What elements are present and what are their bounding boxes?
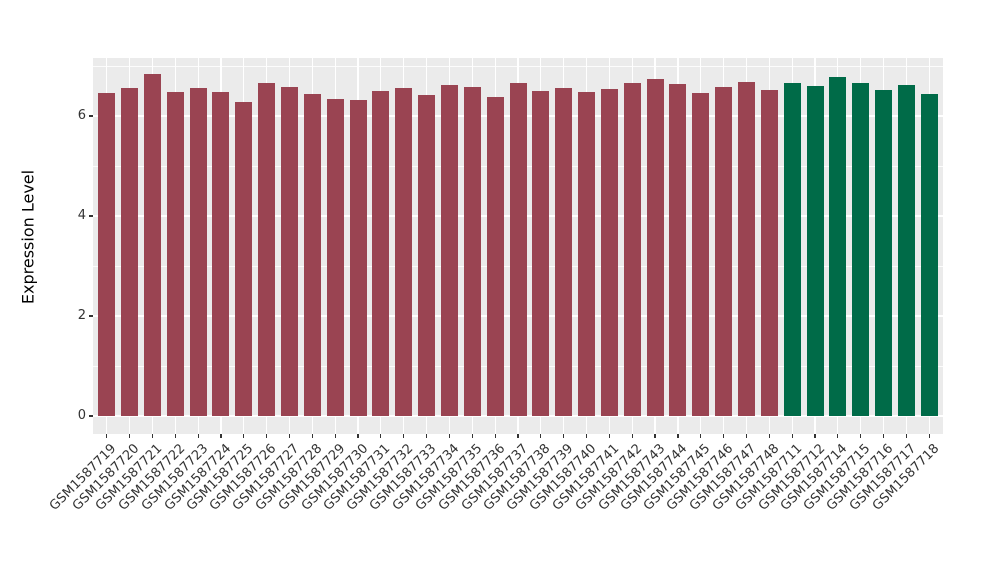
x-axis-tick [677, 434, 679, 438]
x-axis-tick [700, 434, 702, 438]
bar-GSM1587734 [440, 85, 458, 416]
bar-GSM1587715 [852, 83, 870, 416]
bar-GSM1587729 [326, 99, 344, 416]
plot-panel [93, 58, 943, 434]
x-axis-tick [197, 434, 199, 438]
bar-GSM1587718 [920, 94, 938, 416]
bar-GSM1587723 [189, 88, 207, 416]
bar-GSM1587733 [418, 95, 436, 416]
x-axis-tick [540, 434, 542, 438]
x-axis-tick [128, 434, 131, 438]
y-axis-tick [89, 215, 93, 217]
bar-GSM1587725 [235, 102, 253, 416]
bar-GSM1587731 [372, 91, 390, 416]
x-axis-tick [243, 434, 245, 438]
x-axis-tick [334, 434, 336, 438]
x-axis-tick [517, 434, 519, 438]
x-axis-tick [471, 434, 473, 438]
x-axis-tick [426, 434, 428, 438]
bar-GSM1587728 [303, 94, 321, 416]
bar-GSM1587717 [897, 85, 915, 416]
y-axis-tick [89, 415, 93, 417]
bar-GSM1587714 [829, 77, 847, 416]
x-axis-tick [905, 434, 908, 438]
y-axis-title: Expression Level [18, 169, 38, 305]
x-axis-tick [494, 434, 496, 438]
x-axis-tick [106, 434, 108, 438]
bar-GSM1587744 [669, 84, 687, 416]
x-axis-tick [860, 434, 862, 438]
x-axis-tick [654, 434, 656, 438]
bar-GSM1587748 [760, 90, 778, 416]
bar-GSM1587738 [532, 91, 550, 416]
x-axis-tick [723, 434, 725, 438]
y-tick-label: 6 [77, 108, 86, 123]
x-axis-tick [357, 434, 359, 438]
x-axis-tick [814, 434, 816, 438]
x-axis-tick [837, 434, 839, 438]
x-axis-tick [403, 434, 405, 438]
y-tick-label: 2 [77, 308, 86, 323]
bar-GSM1587720 [121, 88, 139, 416]
bar-GSM1587739 [555, 88, 573, 416]
bar-GSM1587740 [578, 92, 596, 416]
bar-GSM1587716 [875, 90, 893, 416]
x-axis-tick [151, 434, 153, 438]
x-axis-tick [608, 434, 610, 438]
bar-GSM1587737 [509, 83, 527, 416]
x-axis-tick [768, 434, 770, 438]
bar-GSM1587732 [395, 88, 413, 416]
x-axis-tick [745, 434, 748, 438]
bar-GSM1587735 [463, 87, 481, 416]
bar-GSM1587746 [715, 87, 733, 416]
x-axis-tick [266, 434, 268, 438]
x-axis-tick [220, 434, 222, 438]
x-axis-tick [791, 434, 793, 438]
y-tick-label: 0 [77, 408, 86, 423]
x-axis-tick [563, 434, 565, 438]
x-axis-tick [380, 434, 382, 438]
bar-GSM1587724 [212, 92, 230, 416]
bar-GSM1587730 [349, 99, 367, 416]
bar-GSM1587736 [486, 97, 504, 416]
x-axis-tick [882, 434, 885, 438]
bar-GSM1587742 [623, 82, 641, 416]
x-axis-tick [631, 434, 633, 438]
x-axis-tick [174, 434, 176, 438]
bar-GSM1587711 [783, 83, 801, 416]
bar-GSM1587743 [646, 79, 664, 416]
x-axis-tick [448, 434, 451, 438]
x-axis-tick [311, 434, 313, 438]
bar-GSM1587727 [281, 87, 298, 416]
y-axis-tick [89, 315, 93, 317]
bar-GSM1587721 [143, 73, 161, 416]
bar-GSM1587747 [737, 82, 755, 416]
x-axis-tick [288, 434, 291, 438]
y-tick-label: 4 [77, 208, 86, 223]
y-axis-tick [89, 115, 93, 117]
x-axis-tick [585, 434, 588, 438]
bar-GSM1587745 [692, 93, 710, 416]
bar-GSM1587741 [600, 88, 618, 416]
x-axis-tick [928, 434, 930, 438]
bar-GSM1587726 [258, 83, 276, 416]
bar-GSM1587722 [166, 92, 184, 416]
bar-GSM1587719 [98, 93, 116, 416]
bar-GSM1587712 [806, 86, 824, 416]
